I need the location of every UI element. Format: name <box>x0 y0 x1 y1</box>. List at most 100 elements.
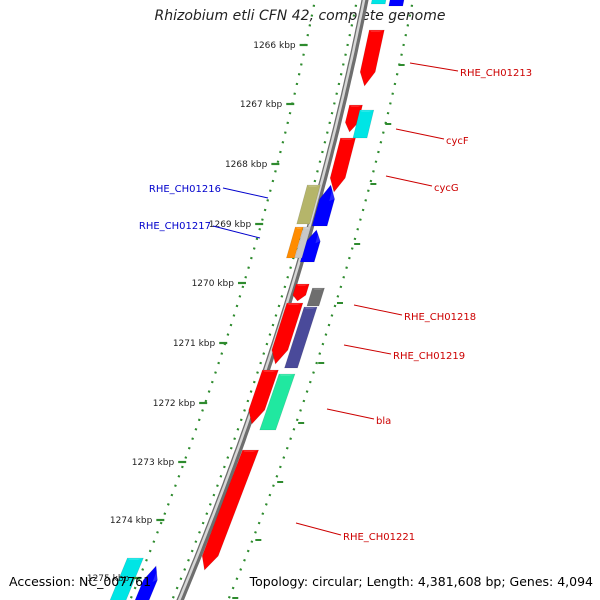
gene-body <box>370 0 387 5</box>
leader-line <box>385 175 433 187</box>
gene-blue-top <box>388 0 405 7</box>
gene-shine <box>369 30 385 32</box>
leader-line <box>212 225 261 239</box>
gene-label-rhe_ch01219: RHE_CH01219 <box>343 344 465 362</box>
leader-line <box>222 187 269 199</box>
gene-label-text: RHE_CH01216 <box>149 184 221 195</box>
gene-shine <box>307 185 321 187</box>
gene-label-rhe_ch01213: RHE_CH01213 <box>409 62 532 79</box>
tick-mark: 1267 kbp <box>240 100 295 110</box>
gene-cycf-left <box>344 104 363 133</box>
backbone-layer <box>176 0 369 600</box>
gene-label-text: cycF <box>446 136 469 147</box>
leader-line <box>395 128 445 140</box>
gene-red-1218 <box>292 283 310 302</box>
gene-body <box>271 302 304 365</box>
map-title: Rhizobium etli CFN 42, complete genome <box>154 8 446 24</box>
gene-body <box>296 184 321 225</box>
gene-label-rhe_ch01217: RHE_CH01217 <box>139 221 261 239</box>
tick-mark: 1273 kbp <box>132 458 187 468</box>
tick-mark: 1270 kbp <box>192 279 246 289</box>
gene-red-1219 <box>271 302 304 365</box>
backbone-shadow <box>176 0 369 600</box>
gene-shine <box>303 227 311 229</box>
gene-shine <box>295 227 304 229</box>
gene-cycg <box>329 137 356 193</box>
dotted-ring-1 <box>171 0 359 600</box>
tick-mark: 1275 kbp <box>87 574 142 584</box>
gene-body <box>134 565 158 600</box>
gene-blue-1217 <box>299 229 321 263</box>
tick-mark: 1271 kbp <box>173 339 228 349</box>
gene-shine <box>359 110 374 112</box>
leader-line <box>409 62 459 72</box>
tick-mark: 1269 kbp <box>209 220 264 230</box>
gene-label-text: RHE_CH01213 <box>460 68 532 79</box>
tick-label: 1274 kbp <box>110 516 153 526</box>
gene-body <box>294 226 312 259</box>
gene-rhe-ch01218 <box>306 287 325 307</box>
gene-shine <box>127 558 144 560</box>
gene-body <box>109 557 144 600</box>
gene-blue-1216 <box>311 184 335 227</box>
backbone-highlight <box>177 0 366 600</box>
gene-shine <box>312 288 325 290</box>
gene-rhe-ch01216 <box>296 184 321 225</box>
gene-blue-bottom <box>134 565 159 600</box>
gene-label-text: bla <box>376 416 391 427</box>
gene-silver-1217 <box>294 226 312 259</box>
gene-body <box>286 226 304 259</box>
gene-label-rhe_ch01221: RHE_CH01221 <box>295 522 415 543</box>
gene-body <box>344 104 363 133</box>
tick-layer: 1266 kbp 1267 kbp 1268 kbp 1269 kbp 1270 kbp… <box>87 41 405 599</box>
label-layer: RHE_CH01213 cycF cycG RHE_CH01216 RHE_CH0121… <box>139 62 532 543</box>
tick-mark: 1268 kbp <box>225 160 280 170</box>
tick-mark: 1272 kbp <box>153 399 208 409</box>
ring-layer <box>129 0 415 600</box>
gene-shine <box>340 138 356 140</box>
tick-mark: 1266 kbp <box>253 41 308 51</box>
gene-body <box>388 0 405 7</box>
gene-body <box>306 287 325 307</box>
gene-label-bla: bla <box>326 408 391 427</box>
gene-body <box>259 373 296 431</box>
gene-rhe-ch01219 <box>284 306 318 369</box>
gene-body <box>299 229 321 263</box>
gene-bla <box>259 373 296 431</box>
tick-label: 1267 kbp <box>240 100 283 110</box>
tick-label: 1269 kbp <box>209 220 252 230</box>
genome-summary-text: Topology: circular; Length: 4,381,608 bp… <box>249 574 593 589</box>
gene-shine <box>296 284 310 286</box>
gene-shine <box>286 303 303 305</box>
leader-line <box>295 522 342 536</box>
tick-label: 1268 kbp <box>225 160 268 170</box>
gene-rhe-ch01217 <box>286 226 304 259</box>
gene-cycf <box>352 109 375 139</box>
gene-label-cycf: cycF <box>395 128 469 147</box>
gene-layer <box>109 0 405 600</box>
gene-body <box>201 449 260 571</box>
gene-red-bla <box>248 369 279 425</box>
gene-shine <box>349 105 363 107</box>
gene-label-cycg: cycG <box>385 175 459 194</box>
gene-shine <box>315 230 321 244</box>
gene-shine <box>304 307 318 309</box>
gene-shine <box>279 374 295 376</box>
gene-label-rhe_ch01216: RHE_CH01216 <box>149 184 269 199</box>
gene-body <box>311 184 335 227</box>
gene-label-text: cycG <box>434 183 459 194</box>
tick-label: 1271 kbp <box>173 339 216 349</box>
gene-body <box>329 137 356 193</box>
gene-shine <box>262 370 279 372</box>
tick-label: 1270 kbp <box>192 279 235 289</box>
leader-line <box>326 408 375 420</box>
gene-rhe-ch01213 <box>359 29 385 87</box>
tick-label: 1273 kbp <box>132 458 175 468</box>
gene-body <box>284 306 318 369</box>
gene-shine <box>242 450 259 452</box>
gene-cyan-bottom <box>109 557 144 600</box>
gene-label-text: RHE_CH01221 <box>343 532 415 543</box>
gene-label-text: RHE_CH01219 <box>393 351 465 362</box>
